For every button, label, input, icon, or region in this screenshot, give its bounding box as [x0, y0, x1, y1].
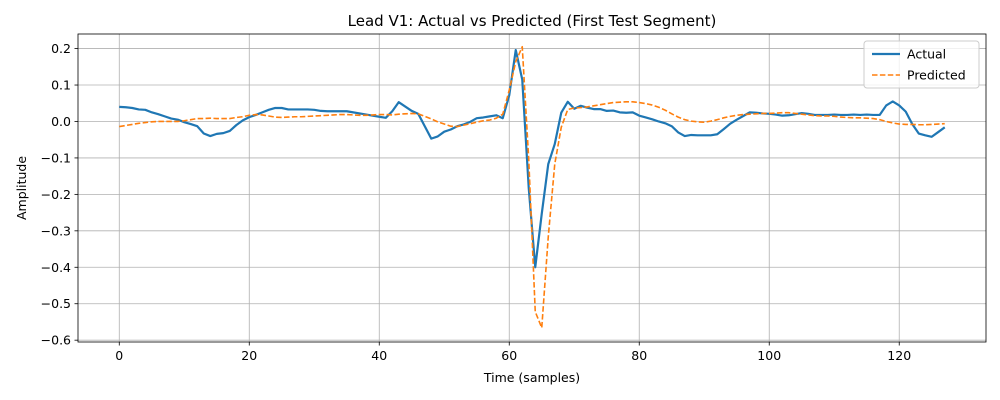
y-tick-label: −0.3	[41, 223, 71, 238]
plot-series	[119, 45, 946, 329]
x-tick-label: 80	[631, 348, 647, 363]
y-tick-label: −0.5	[41, 296, 71, 311]
x-tick-label: 100	[757, 348, 781, 363]
legend-label-predicted: Predicted	[907, 68, 966, 83]
x-tick-label: 20	[241, 348, 257, 363]
y-tick-label: −0.2	[41, 187, 71, 202]
x-axis-label: Time (samples)	[483, 370, 580, 385]
x-tick-label: 40	[371, 348, 387, 363]
y-tick-label: −0.6	[41, 333, 71, 348]
y-axis-label: Amplitude	[14, 156, 29, 220]
x-tick-label: 0	[115, 348, 123, 363]
legend-box	[863, 40, 980, 89]
axis-ticks: 0 20 40 60 80 100 120 −0.6 −0.5 −0.4 −0.3 −0.2 −0.1 0…	[41, 41, 912, 363]
legend: Actual Predicted	[863, 40, 980, 89]
y-tick-label: −0.1	[41, 150, 71, 165]
x-tick-label: 60	[501, 348, 517, 363]
y-tick-label: 0.0	[51, 114, 71, 129]
plot-frame	[77, 33, 987, 343]
series-line-predicted	[119, 45, 945, 329]
y-tick-label: −0.4	[41, 260, 71, 275]
chart-title: Lead V1: Actual vs Predicted (First Test…	[348, 12, 717, 30]
legend-label-actual: Actual	[907, 47, 946, 62]
y-tick-label: 0.2	[51, 41, 71, 56]
x-tick-label: 120	[887, 348, 911, 363]
y-tick-label: 0.1	[51, 78, 71, 93]
